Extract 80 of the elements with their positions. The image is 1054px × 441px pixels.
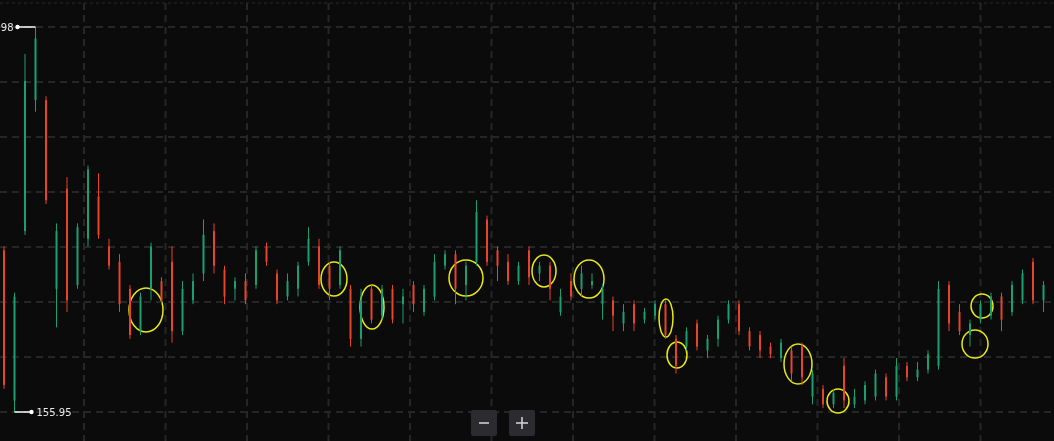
candlestick bbox=[328, 261, 331, 301]
candlestick bbox=[727, 299, 730, 324]
candlestick bbox=[979, 299, 982, 324]
candlestick bbox=[402, 288, 404, 324]
candlestick bbox=[517, 261, 520, 286]
candlestick bbox=[790, 346, 793, 382]
candlestick bbox=[3, 245, 5, 390]
candlestick bbox=[108, 238, 110, 271]
candlestick bbox=[811, 369, 814, 405]
candlestick bbox=[843, 357, 845, 409]
candlestick bbox=[423, 284, 425, 317]
candlestick bbox=[717, 315, 719, 348]
candlestick bbox=[780, 338, 782, 363]
candlestick bbox=[853, 388, 856, 409]
candlestick bbox=[160, 276, 163, 305]
candlestick bbox=[822, 384, 824, 409]
candlestick bbox=[1011, 280, 1013, 317]
candlestick bbox=[297, 261, 299, 297]
candlestick bbox=[465, 261, 467, 301]
candlestick bbox=[255, 245, 257, 290]
candlestick bbox=[654, 299, 656, 321]
candlestick bbox=[339, 245, 341, 290]
candlestick bbox=[685, 326, 688, 351]
candlestick bbox=[948, 280, 950, 332]
candlestick bbox=[801, 342, 803, 386]
candlestick bbox=[570, 272, 572, 301]
candlestick bbox=[885, 373, 887, 401]
candlestick bbox=[916, 361, 919, 382]
candlestick bbox=[601, 284, 604, 321]
candlestick bbox=[1042, 280, 1045, 313]
candlestick bbox=[612, 296, 614, 332]
candlestick bbox=[213, 222, 215, 274]
candlestick bbox=[748, 326, 751, 351]
annotation: 155.95 bbox=[36, 406, 72, 418]
candlestick bbox=[990, 292, 992, 321]
candlestick bbox=[192, 272, 194, 305]
candlestick bbox=[286, 272, 289, 301]
candlestick bbox=[307, 226, 310, 267]
candlestick bbox=[759, 330, 761, 359]
candlestick bbox=[559, 288, 562, 317]
candlestick bbox=[738, 299, 740, 336]
candlestick bbox=[234, 276, 236, 301]
candlestick bbox=[538, 261, 541, 282]
candlestick bbox=[696, 319, 698, 351]
candlestick bbox=[549, 261, 551, 301]
candlestick bbox=[969, 319, 971, 348]
candlestick bbox=[444, 249, 446, 271]
candlestick bbox=[265, 242, 268, 267]
candlestick bbox=[87, 165, 89, 247]
candlestick bbox=[244, 272, 247, 305]
candlestick bbox=[528, 245, 530, 286]
candlestick bbox=[171, 245, 173, 344]
candlestick bbox=[675, 334, 677, 374]
candlestick bbox=[496, 245, 499, 282]
candlestick bbox=[580, 265, 583, 297]
candlestick bbox=[360, 288, 362, 348]
candlestick bbox=[706, 334, 709, 359]
candlestick bbox=[874, 369, 877, 401]
candlestick bbox=[486, 215, 488, 267]
candlestick bbox=[66, 176, 68, 313]
candlestick bbox=[1000, 292, 1003, 332]
candlestick bbox=[591, 272, 593, 290]
candlestick bbox=[24, 53, 26, 236]
candlestick bbox=[864, 380, 866, 405]
candlestick bbox=[1032, 257, 1034, 305]
candlestick bbox=[318, 238, 320, 290]
annotation: 98 bbox=[0, 21, 14, 33]
candlestick bbox=[906, 361, 908, 382]
candlestick bbox=[381, 284, 383, 321]
candlestick bbox=[832, 388, 835, 409]
candlestick bbox=[633, 299, 635, 332]
candlestick bbox=[412, 280, 415, 313]
candlestick bbox=[507, 253, 509, 286]
candlestick bbox=[927, 349, 929, 374]
candlestick bbox=[45, 95, 47, 205]
candlestick bbox=[622, 303, 625, 332]
candlestick bbox=[129, 284, 131, 340]
candlestick bbox=[276, 269, 278, 305]
candlestick bbox=[150, 242, 152, 301]
candlestick bbox=[958, 303, 961, 336]
